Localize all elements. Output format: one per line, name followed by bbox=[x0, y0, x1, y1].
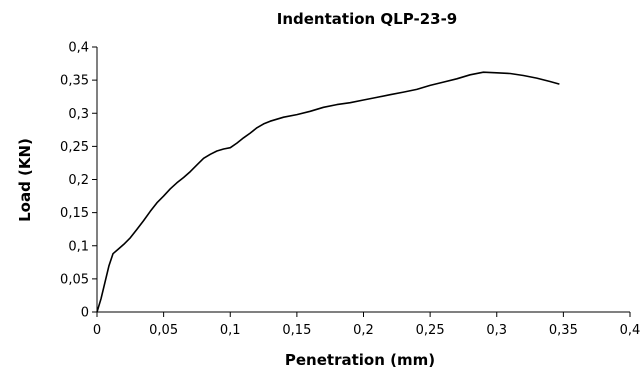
x-tick-label: 0,1 bbox=[220, 323, 241, 338]
y-tick-label: 0,4 bbox=[68, 41, 89, 56]
y-axis-ticks: 0 0,05 0,1 0,15 0,2 0,25 0,3 0,35 0,4 bbox=[60, 41, 97, 321]
series-group bbox=[96, 71, 560, 313]
chart-title: Indentation QLP-23-9 bbox=[277, 10, 457, 28]
x-axis-label: Penetration (mm) bbox=[285, 351, 435, 369]
y-tick-label: 0,25 bbox=[60, 140, 89, 155]
x-tick-label: 0,25 bbox=[416, 323, 445, 338]
x-tick-label: 0,15 bbox=[282, 323, 311, 338]
y-tick-label: 0,1 bbox=[68, 239, 89, 254]
y-axis-label: Load (KN) bbox=[16, 138, 34, 222]
x-tick-label: 0,2 bbox=[353, 323, 374, 338]
x-axis-ticks: 0 0,05 0,1 0,15 0,2 0,25 0,3 0,35 0,4 bbox=[93, 312, 640, 338]
x-tick-label: 0,35 bbox=[549, 323, 578, 338]
y-tick-label: 0,35 bbox=[60, 74, 89, 89]
x-tick-label: 0,05 bbox=[149, 323, 178, 338]
x-tick-label: 0,3 bbox=[486, 323, 507, 338]
plot-area: 0 0,05 0,1 0,15 0,2 0,25 0,3 0,35 0,4 0 0,05 0,1 0,… bbox=[60, 41, 640, 339]
y-tick-label: 0 bbox=[81, 306, 89, 321]
x-tick-label: 0 bbox=[93, 323, 101, 338]
y-tick-label: 0,2 bbox=[68, 173, 89, 188]
series-line bbox=[96, 71, 560, 313]
y-tick-label: 0,05 bbox=[60, 272, 89, 287]
y-tick-label: 0,15 bbox=[60, 206, 89, 221]
y-tick-label: 0,3 bbox=[68, 107, 89, 122]
x-tick-label: 0,4 bbox=[620, 323, 640, 338]
